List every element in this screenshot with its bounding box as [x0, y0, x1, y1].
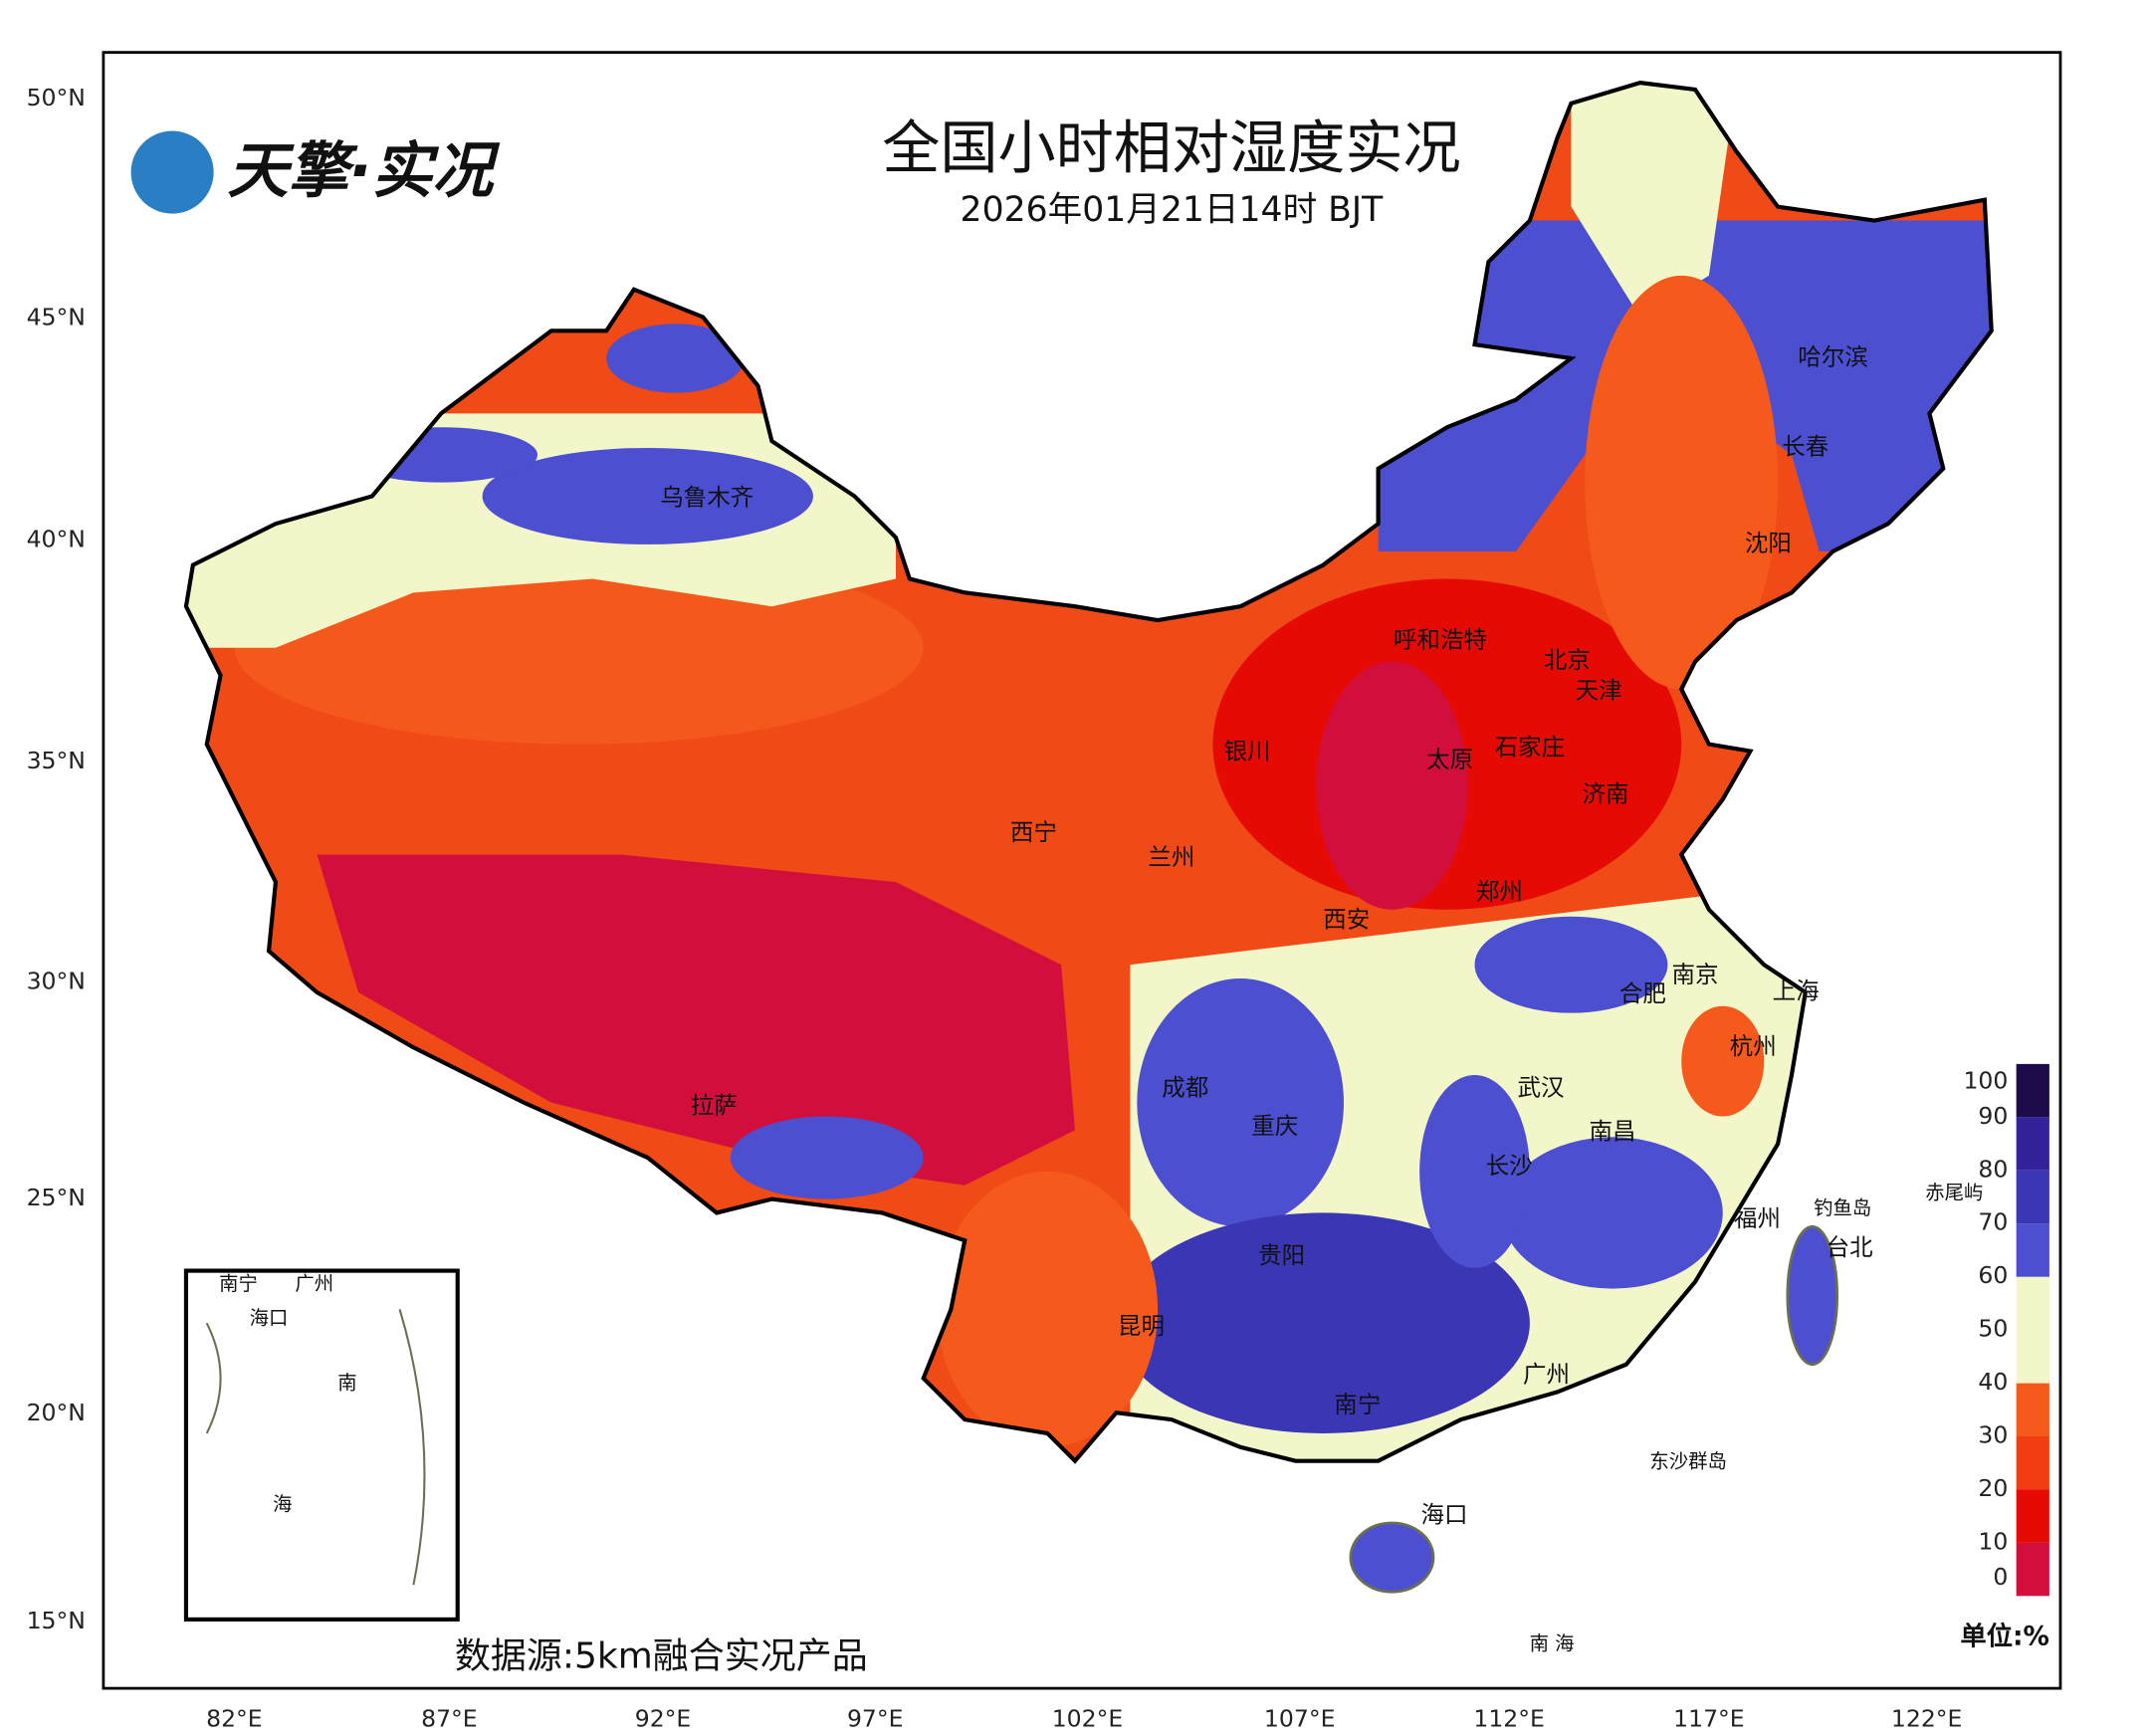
city-label: 哈尔滨 [1798, 342, 1868, 370]
colorbar-tick-label: 60 [1978, 1261, 2008, 1289]
island-label: 东沙群岛 [1649, 1450, 1727, 1473]
city-label: 贵阳 [1258, 1241, 1305, 1269]
lat-label: 35°N [27, 747, 86, 774]
lon-label: 97°E [847, 1704, 904, 1732]
city-label: 西安 [1323, 905, 1370, 933]
city-label: 成都 [1162, 1073, 1208, 1101]
colorbar-segment [2016, 1383, 2049, 1437]
inset-label: 海 [273, 1492, 292, 1515]
lon-label: 92°E [635, 1704, 692, 1732]
lat-label: 40°N [27, 525, 86, 552]
lat-label: 45°N [27, 303, 86, 330]
colorbar-tick-label: 10 [1978, 1527, 2008, 1555]
logo: 天擎·实况 [227, 135, 500, 206]
city-label: 杭州 [1730, 1032, 1777, 1060]
colorbar-segment [2016, 1330, 2049, 1384]
city-label: 石家庄 [1495, 733, 1566, 760]
colorbar-segment [2016, 1489, 2049, 1543]
city-label: 兰州 [1148, 843, 1194, 871]
city-label: 南宁 [1334, 1391, 1381, 1418]
city-label: 福州 [1734, 1204, 1781, 1232]
city-label: 广州 [1523, 1360, 1570, 1388]
lon-label: 102°E [1052, 1704, 1124, 1732]
city-label: 呼和浩特 [1394, 625, 1487, 653]
island-label: 钓鱼岛 [1814, 1196, 1871, 1219]
lat-label: 20°N [27, 1399, 86, 1426]
lon-label: 87°E [421, 1704, 478, 1732]
colorbar-segment [2016, 1542, 2049, 1597]
colorbar-tick-label: 30 [1978, 1421, 2008, 1449]
lon-label: 112°E [1473, 1704, 1545, 1732]
inset-label: 广州 [295, 1272, 333, 1295]
city-label: 昆明 [1118, 1312, 1165, 1340]
colorbar-tick-label: 40 [1978, 1368, 2008, 1396]
colorbar-segment [2016, 1170, 2049, 1224]
city-label: 南昌 [1589, 1118, 1635, 1146]
hainan [1349, 1521, 1435, 1594]
city-label: 南京 [1672, 961, 1719, 988]
city-label: 长春 [1782, 432, 1828, 460]
city-label: 拉萨 [691, 1091, 738, 1119]
lon-label: 107°E [1264, 1704, 1336, 1732]
city-label: 台北 [1827, 1233, 1873, 1261]
lat-label: 25°N [27, 1184, 86, 1211]
colorbar-tick-label: 70 [1978, 1208, 2008, 1236]
colorbar-tick-label: 50 [1978, 1315, 2008, 1343]
city-label: 海口 [1421, 1501, 1468, 1529]
lon-label: 82°E [206, 1704, 263, 1732]
colorbar-segment [2016, 1436, 2049, 1490]
city-label: 沈阳 [1745, 529, 1792, 556]
colorbar-segment [2016, 1063, 2049, 1118]
city-label: 上海 [1773, 976, 1820, 1004]
city-label: 长沙 [1486, 1152, 1533, 1180]
lon-label: 122°E [1891, 1704, 1963, 1732]
city-label: 武汉 [1517, 1073, 1564, 1101]
inset-label: 南 [337, 1372, 356, 1395]
island-label: 赤尾屿 [1925, 1182, 1983, 1204]
colorbar-tick-label: 80 [1978, 1155, 2008, 1183]
lat-label: 15°N [27, 1607, 86, 1634]
city-label: 天津 [1576, 677, 1622, 705]
city-label: 太原 [1426, 746, 1473, 773]
city-label: 北京 [1544, 646, 1591, 674]
logo-icon [130, 130, 214, 214]
inset-label: 南宁 [219, 1272, 258, 1295]
colorbar-segment [2016, 1117, 2049, 1171]
title: 全国小时相对湿度实况 [882, 113, 1460, 181]
city-label: 乌鲁木齐 [660, 484, 753, 512]
subtitle: 2026年01月21日14时 BJT [961, 190, 1385, 230]
colorbar-tick-label: 0 [1993, 1563, 2008, 1591]
labels: 50°N 45°N 40°N 35°N 30°N 25°N 20°N 15°N 82°E 87°E… [27, 84, 2049, 1732]
colorbar-segment [2016, 1223, 2049, 1277]
lon-label: 117°E [1673, 1704, 1745, 1732]
city-label: 银川 [1224, 737, 1271, 764]
colorbar-tick-label: 100 [1963, 1066, 2008, 1094]
colorbar-segment [2016, 1276, 2049, 1331]
inset-label: 海口 [250, 1307, 289, 1330]
inset-frame [183, 1268, 460, 1622]
city-label: 合肥 [1619, 979, 1666, 1007]
city-label: 西宁 [1010, 818, 1057, 846]
city-label: 重庆 [1251, 1112, 1298, 1140]
taiwan [1786, 1224, 1839, 1367]
city-label: 济南 [1583, 779, 1629, 807]
lat-label: 30°N [27, 968, 86, 995]
colorbar-tick-label: 90 [1978, 1102, 2008, 1130]
unit: 单位:% [1960, 1621, 2048, 1651]
source: 数据源:5km融合实况产品 [455, 1636, 868, 1677]
city-label: 郑州 [1476, 878, 1523, 906]
island-label: 南 海 [1530, 1631, 1575, 1654]
colorbar-tick-label: 20 [1978, 1474, 2008, 1502]
lat-label: 50°N [27, 84, 86, 111]
